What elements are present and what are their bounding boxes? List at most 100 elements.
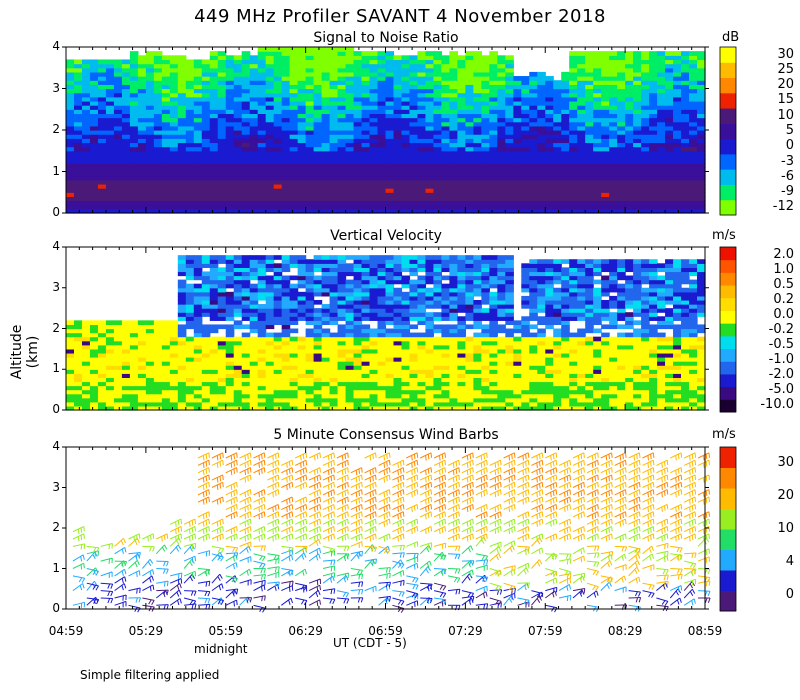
velocity-cell: [425, 295, 435, 301]
velocity-cell: [97, 385, 107, 391]
velocity-cell: [409, 385, 419, 391]
velocity-cell: [481, 405, 490, 411]
velocity-cell: [329, 369, 339, 374]
velocity-cell: [337, 279, 347, 285]
snr-cell: [537, 113, 546, 119]
snr-cell: [521, 159, 530, 164]
velocity-cell: [417, 385, 427, 391]
snr-cell: [553, 105, 562, 110]
snr-cell: [273, 96, 283, 102]
snr-cell: [153, 100, 163, 106]
velocity-cell: [89, 336, 99, 342]
snr-cell: [265, 192, 275, 197]
snr-cell: [409, 179, 419, 185]
velocity-cell: [513, 389, 522, 395]
snr-cell: [81, 142, 91, 148]
snr-cell: [281, 96, 291, 102]
velocity-cell: [361, 377, 371, 383]
snr-cell: [673, 204, 682, 210]
snr-cell: [185, 175, 195, 181]
velocity-cell: [345, 287, 355, 293]
velocity-cell: [241, 316, 251, 321]
snr-cell: [585, 76, 594, 81]
snr-cell: [385, 175, 395, 181]
snr-cell: [577, 134, 586, 139]
velocity-cell: [161, 340, 171, 346]
velocity-cell: [417, 397, 427, 403]
snr-cell: [353, 179, 363, 185]
snr-cell: [313, 159, 323, 164]
snr-cell: [417, 51, 427, 56]
snr-cell: [465, 175, 474, 181]
snr-cell: [697, 130, 706, 135]
snr-cell: [193, 71, 203, 77]
snr-cell: [361, 113, 371, 119]
snr-cell: [633, 100, 642, 106]
velocity-cell: [353, 287, 363, 293]
snr-cell: [321, 96, 331, 102]
velocity-cell: [281, 401, 291, 407]
snr-cell: [393, 96, 403, 102]
snr-cell: [281, 130, 291, 135]
velocity-cell: [345, 389, 355, 395]
snr-cell: [553, 96, 562, 102]
velocity-cell: [361, 316, 371, 321]
snr-cell: [66, 192, 75, 197]
snr-cell: [657, 204, 666, 210]
snr-cell: [185, 67, 195, 73]
snr-cell: [161, 175, 171, 181]
velocity-cell: [217, 348, 227, 354]
snr-cell: [281, 88, 291, 94]
snr-cell: [177, 117, 187, 123]
velocity-cell: [177, 389, 187, 395]
snr-cell: [313, 59, 323, 65]
snr-cell: [81, 138, 91, 144]
snr-cell: [409, 146, 419, 152]
snr-cell: [345, 171, 355, 177]
snr-cell: [561, 159, 570, 164]
velocity-cell: [113, 361, 123, 366]
snr-cell: [153, 55, 163, 61]
velocity-cell: [417, 373, 427, 378]
snr-cell: [369, 171, 379, 177]
velocity-cell: [417, 357, 427, 362]
snr-cell: [513, 159, 522, 164]
velocity-cell: [449, 332, 458, 338]
snr-cell: [697, 142, 706, 148]
snr-cell: [129, 146, 139, 152]
velocity-cell: [417, 287, 427, 293]
snr-cell: [193, 67, 203, 73]
snr-cell: [513, 142, 522, 148]
velocity-cell: [241, 393, 251, 399]
snr-cell: [265, 88, 275, 94]
snr-cell: [177, 146, 187, 152]
snr-cell: [209, 159, 219, 164]
snr-cell: [593, 71, 602, 77]
velocity-cell: [441, 405, 450, 411]
snr-cell: [337, 196, 347, 202]
velocity-cell: [73, 328, 83, 334]
velocity-cell: [465, 381, 474, 387]
velocity-cell: [537, 348, 546, 354]
velocity-cell: [393, 389, 403, 395]
velocity-cell: [441, 308, 450, 313]
snr-cell: [489, 192, 498, 197]
velocity-cell: [497, 373, 506, 378]
snr-cell: [457, 100, 466, 106]
snr-cell: [665, 134, 674, 139]
velocity-cell: [345, 385, 355, 391]
velocity-cell: [329, 295, 339, 301]
snr-cell: [569, 92, 578, 98]
snr-cell: [249, 71, 259, 77]
snr-cell: [225, 204, 235, 210]
velocity-cell: [201, 344, 211, 350]
velocity-cell: [265, 320, 275, 326]
velocity-cell: [329, 373, 339, 378]
velocity-cell: [265, 365, 275, 370]
velocity-cell: [457, 381, 466, 387]
snr-cell: [377, 80, 387, 85]
snr-cell: [345, 208, 355, 214]
velocity-cell: [505, 377, 514, 383]
snr-cell: [369, 196, 379, 202]
snr-cell: [569, 100, 578, 106]
